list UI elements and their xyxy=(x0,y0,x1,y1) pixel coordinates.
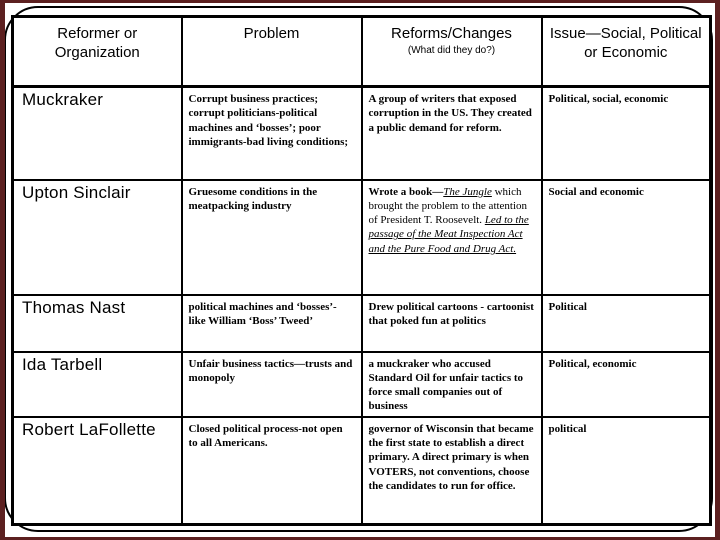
reformer-cell: Thomas Nast xyxy=(11,293,183,353)
header-reforms: Reforms/Changes (What did they do?) xyxy=(360,15,543,88)
reformer-cell: Robert LaFollette xyxy=(11,415,183,526)
header-problem: Problem xyxy=(180,15,363,88)
screen-edge-top xyxy=(0,0,720,3)
issue-cell: Social and economic xyxy=(540,178,712,296)
reforms-middle-text: which brought the problem to the attenti… xyxy=(368,185,528,227)
header-reformer: Reformer or Organization xyxy=(11,15,183,88)
problem-cell: Gruesome conditions in the meatpacking i… xyxy=(180,178,363,296)
header-reforms-title: Reforms/Changes xyxy=(391,25,512,42)
issue-cell: Political, economic xyxy=(540,350,712,418)
screen-edge-right xyxy=(715,0,720,540)
table-row-thomas-nast: Thomas Nast political machines and ‘boss… xyxy=(11,293,712,353)
reforms-cell: a muckraker who accused Standard Oil for… xyxy=(360,350,543,418)
table-row-upton-sinclair: Upton Sinclair Gruesome conditions in th… xyxy=(11,178,712,296)
reforms-cell: Drew political cartoons - cartoonist tha… xyxy=(360,293,543,353)
book-title: The Jungle xyxy=(443,185,492,198)
reforms-lead-text: Wrote a book— xyxy=(368,185,444,198)
table-row-ida-tarbell: Ida Tarbell Unfair business tactics—trus… xyxy=(11,350,712,418)
problem-cell: political machines and ‘bosses’- like Wi… xyxy=(180,293,363,353)
reformers-table: Reformer or Organization Problem Reforms… xyxy=(11,15,712,527)
header-row: Reformer or Organization Problem Reforms… xyxy=(11,15,712,88)
screen-edge-left xyxy=(0,0,5,540)
reformer-cell: Ida Tarbell xyxy=(11,350,183,418)
reformer-cell: Upton Sinclair xyxy=(11,178,183,296)
header-reforms-subtitle: (What did they do?) xyxy=(407,44,496,56)
issue-cell: Political, social, economic xyxy=(540,85,712,181)
header-issue: Issue—Social, Political or Economic xyxy=(540,15,712,88)
slide-rounded-frame xyxy=(4,6,713,532)
table-row-robert-lafollette: Robert LaFollette Closed political proce… xyxy=(11,415,712,526)
reforms-cell: Wrote a book—The Jungle which brought th… xyxy=(360,178,543,296)
table-row-muckraker: Muckraker Corrupt business practices; co… xyxy=(11,85,712,181)
issue-cell: Political xyxy=(540,293,712,353)
problem-cell: Corrupt business practices; corrupt poli… xyxy=(180,85,363,181)
screen-edge-bottom xyxy=(0,537,720,540)
problem-cell: Unfair business tactics—trusts and monop… xyxy=(180,350,363,418)
reforms-outcome-text: Led to the passage of the Meat Inspectio… xyxy=(368,214,529,255)
reforms-cell: A group of writers that exposed corrupti… xyxy=(360,85,543,181)
problem-cell: Closed political process-not open to all… xyxy=(180,415,363,526)
reformer-cell: Muckraker xyxy=(11,85,183,181)
issue-cell: political xyxy=(540,415,712,526)
reforms-cell: governor of Wisconsin that became the fi… xyxy=(360,415,543,526)
